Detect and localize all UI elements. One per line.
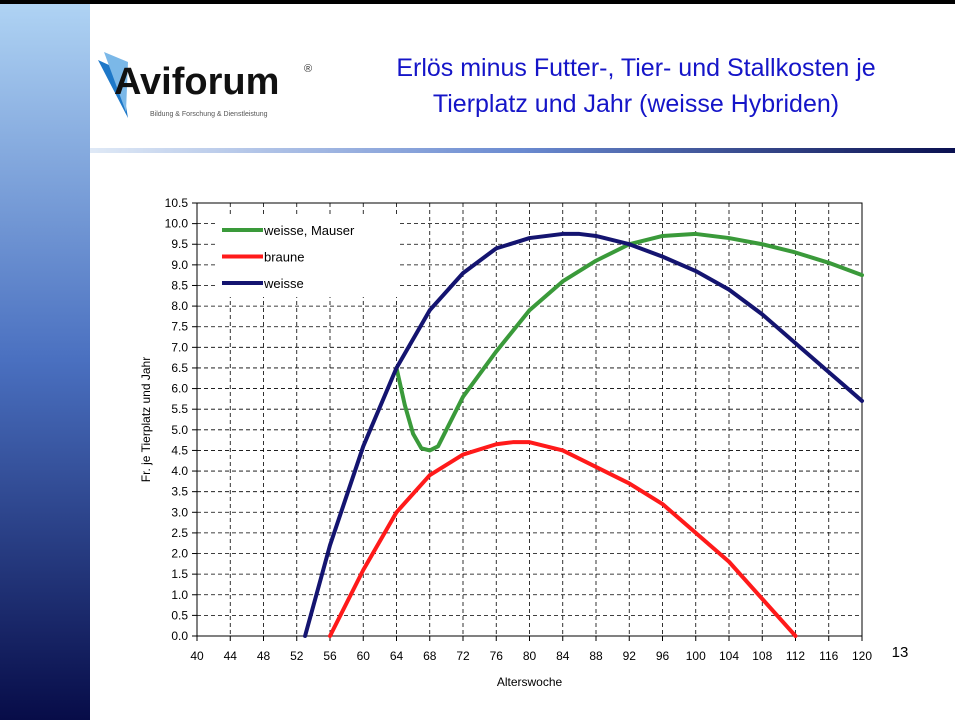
y-axis-label: Fr. je Tierplatz und Jahr — [139, 357, 153, 482]
y-tick-label: 2.0 — [171, 547, 188, 561]
x-tick-label: 72 — [456, 649, 470, 663]
y-tick-label: 7.5 — [171, 320, 188, 334]
legend-label: braune — [264, 250, 304, 265]
x-tick-label: 100 — [686, 649, 706, 663]
x-tick-label: 48 — [257, 649, 271, 663]
title: Tierplatz und Jahr (weisse Hybriden) — [433, 90, 839, 118]
y-tick-label: 0.5 — [171, 608, 188, 622]
y-tick-label: 1.0 — [171, 588, 188, 602]
x-tick-label: 56 — [323, 649, 337, 663]
header-rule — [90, 148, 955, 153]
x-tick-label: 116 — [819, 649, 838, 663]
y-tick-label: 7.0 — [171, 340, 188, 354]
y-tick-label: 4.5 — [171, 443, 188, 457]
x-tick-label: 68 — [423, 649, 437, 663]
logo-mark: ® — [304, 63, 312, 75]
y-tick-label: 2.5 — [171, 526, 188, 540]
y-tick-label: 0.0 — [171, 629, 188, 643]
x-tick-label: 92 — [623, 649, 637, 663]
y-tick-label: 8.5 — [171, 278, 188, 292]
legend-label: weisse — [263, 276, 304, 291]
legend-label: weisse, Mauser — [263, 223, 355, 238]
x-tick-label: 96 — [656, 649, 670, 663]
x-tick-label: 84 — [556, 649, 570, 663]
x-tick-label: 40 — [190, 649, 204, 663]
x-axis-label: Alterswoche — [497, 675, 563, 689]
plot-frame — [196, 202, 863, 637]
y-tick-label: 10.0 — [165, 217, 189, 231]
x-tick-label: 44 — [224, 649, 238, 663]
y-tick-label: 5.0 — [171, 423, 188, 437]
y-tick-label: 9.5 — [171, 237, 188, 251]
y-tick-label: 9.0 — [171, 258, 188, 272]
y-tick-label: 6.5 — [171, 361, 188, 375]
line — [303, 231, 864, 638]
top-border — [0, 0, 955, 4]
x-tick-label: 64 — [390, 649, 404, 663]
line — [394, 231, 864, 453]
logo-feather — [104, 52, 128, 112]
y-tick-label: 4.0 — [171, 464, 188, 478]
chart: 0.0 0.5 1.0 1.5 2.0 2.5 3.0 3.5 4.0 4.5 5.0 5.5 6.0 6… — [139, 196, 872, 689]
title: Erlös minus Futter-, Tier- und Stallkost… — [396, 54, 875, 82]
y-tick-label: 1.5 — [171, 567, 188, 581]
slide-number: 13 — [892, 644, 909, 661]
y-tick-label: 5.5 — [171, 402, 188, 416]
x-tick-label: 112 — [786, 649, 805, 663]
x-tick-label: 52 — [290, 649, 304, 663]
line — [328, 440, 798, 638]
x-tick-label: 80 — [523, 649, 537, 663]
y-tick-label: 3.0 — [171, 505, 188, 519]
logo-tagline: Bildung & Forschung & Dienstleistung — [150, 111, 268, 118]
x-tick-label: 104 — [719, 649, 739, 663]
x-tick-label: 108 — [752, 649, 772, 663]
y-tick-label: 6.0 — [171, 382, 188, 396]
x-tick-label: 60 — [357, 649, 371, 663]
y-tick-label: 10.5 — [165, 196, 189, 210]
y-tick-label: 8.0 — [171, 299, 188, 313]
logo: Aviforum — [114, 61, 279, 103]
x-tick-label: 120 — [852, 649, 872, 663]
side-bar — [0, 0, 90, 720]
x-tick-label: 88 — [589, 649, 603, 663]
x-tick-label: 76 — [490, 649, 504, 663]
y-tick-label: 3.5 — [171, 485, 188, 499]
